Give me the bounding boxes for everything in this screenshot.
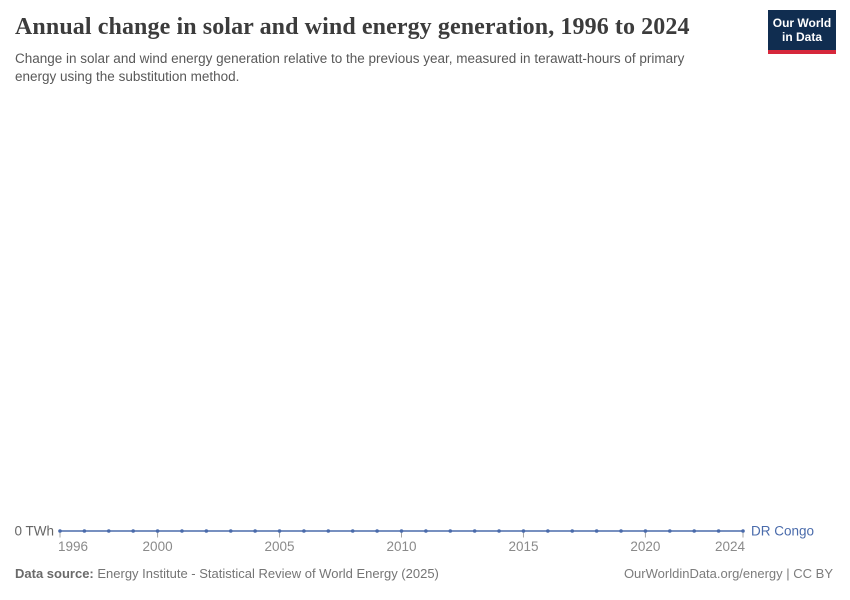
data-source-label: Data source:	[15, 566, 94, 581]
data-point	[497, 529, 501, 533]
data-point	[253, 529, 257, 533]
data-point	[228, 529, 233, 533]
data-point	[326, 529, 331, 533]
data-point	[302, 529, 306, 533]
data-point	[350, 529, 355, 533]
x-axis-label: 2000	[143, 539, 173, 554]
data-point	[399, 529, 404, 533]
data-point	[619, 529, 623, 533]
data-point	[643, 529, 648, 533]
data-point	[155, 529, 160, 533]
owid-logo-line1: Our World	[772, 16, 832, 30]
data-source-note: Data source: Energy Institute - Statisti…	[15, 566, 439, 581]
data-point	[424, 529, 428, 533]
data-point	[448, 529, 453, 533]
chart-subtitle: Change in solar and wind energy generati…	[15, 51, 685, 84]
data-point	[180, 529, 184, 533]
data-point	[546, 529, 550, 533]
chart-footer: Data source: Energy Institute - Statisti…	[15, 566, 833, 581]
chart-title: Annual change in solar and wind energy g…	[15, 14, 690, 40]
data-point	[594, 529, 599, 533]
data-point	[668, 529, 672, 533]
x-axis-label: 2010	[386, 539, 416, 554]
x-axis-label: 2024	[715, 539, 746, 554]
data-point	[472, 529, 477, 533]
data-point	[692, 529, 697, 533]
x-axis-label: 1996	[58, 539, 88, 554]
data-point	[570, 529, 575, 533]
data-point	[131, 529, 135, 533]
data-point	[741, 529, 745, 533]
data-source-value: Energy Institute - Statistical Review of…	[93, 566, 439, 581]
series-label[interactable]: DR Congo	[751, 524, 814, 539]
x-axis-label: 2005	[265, 539, 295, 554]
credit-link[interactable]: OurWorldinData.org/energy | CC BY	[623, 566, 833, 581]
data-point	[82, 529, 87, 533]
y-axis-label: 0 TWh	[14, 524, 54, 539]
owid-logo-line2: in Data	[781, 30, 822, 44]
data-point	[521, 529, 526, 533]
owid-logo[interactable]: Our World in Data	[768, 10, 836, 54]
data-point	[58, 529, 62, 533]
x-axis-label: 2020	[630, 539, 660, 554]
data-point	[375, 529, 379, 533]
data-point	[277, 529, 282, 533]
data-point	[716, 529, 721, 533]
x-axis-label: 2015	[508, 539, 538, 554]
data-point	[106, 529, 111, 533]
data-point	[204, 529, 209, 533]
